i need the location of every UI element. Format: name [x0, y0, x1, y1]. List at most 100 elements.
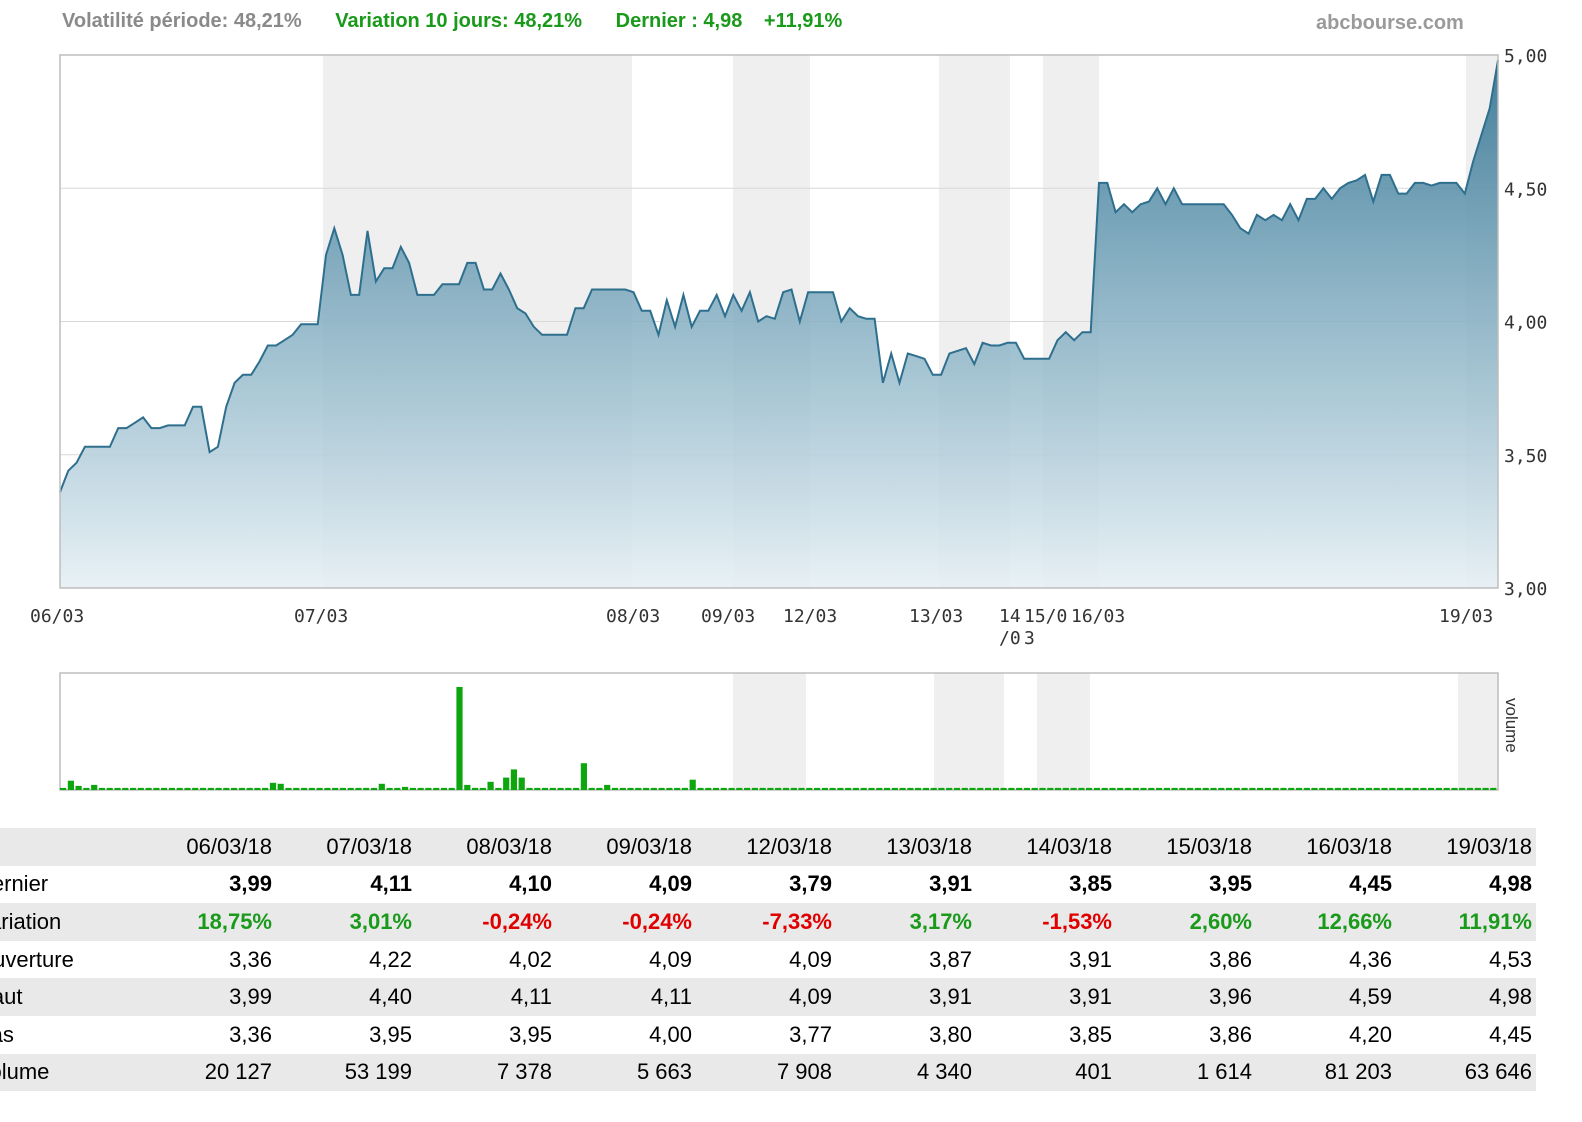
volume-bar: [611, 787, 619, 790]
volume-bar: [1264, 787, 1271, 790]
table-cell: 4,40: [276, 978, 416, 1016]
x-tick-label: 13/03: [909, 606, 963, 627]
x-tick-label: 14/0: [999, 606, 1021, 649]
date-header: 13/03/18: [836, 828, 976, 866]
volume-bar: [510, 769, 517, 790]
volume-bar: [666, 787, 673, 790]
table-cell: 3,36: [229, 1021, 272, 1047]
volume-bar: [215, 787, 222, 790]
volume-bar: [98, 787, 106, 790]
table-cell: -0,24%: [416, 903, 556, 941]
table-cell: 3,91: [1069, 946, 1112, 972]
table-cell: 4,11: [556, 978, 696, 1016]
volume-bar: [1124, 787, 1132, 790]
volume-bar: [1187, 787, 1194, 790]
table-cell: 63 646: [1396, 1053, 1536, 1092]
row-label: Volume: [0, 1053, 136, 1092]
volume-bar: [977, 787, 984, 790]
volume-bar: [1397, 787, 1404, 790]
x-tick-label: 09/03: [701, 606, 755, 627]
table-cell: 4,45: [1489, 1021, 1532, 1047]
volume-bar: [1365, 787, 1373, 790]
volume-bar: [487, 781, 494, 790]
volume-bar: [106, 787, 113, 790]
table-cell: 4,00: [649, 1021, 692, 1047]
volume-bar: [1327, 787, 1334, 790]
table-cell: 3,96: [1116, 978, 1256, 1016]
session-band: [1037, 673, 1090, 790]
volume-bar: [1132, 787, 1139, 790]
volume-bar: [534, 787, 541, 790]
volume-bar: [549, 787, 556, 790]
table-cell: -1,53%: [976, 903, 1116, 941]
last-change-text: +11,91%: [763, 10, 843, 32]
volume-bar: [246, 787, 253, 790]
volume-bar: [324, 787, 331, 790]
volume-bar: [1428, 787, 1435, 790]
table-cell: 3,17%: [836, 903, 976, 941]
volume-bar: [262, 787, 269, 790]
table-cell: 401: [976, 1053, 1116, 1092]
volume-bar: [1078, 787, 1085, 790]
volume-bar: [627, 787, 634, 790]
x-tick-label: 12/03: [783, 606, 837, 627]
volume-bar: [946, 787, 953, 790]
volatility-text: Volatilité période: 48,21%: [62, 10, 302, 32]
volume-bar: [1272, 787, 1279, 790]
volume-bar: [207, 787, 214, 790]
table-cell: 3,85: [1069, 1021, 1112, 1047]
date-header: 16/03/18: [1256, 828, 1396, 866]
x-tick-label: 08/03: [606, 606, 660, 627]
volume-bar: [767, 787, 774, 790]
volume-bar: [199, 787, 207, 790]
volume-bar: [409, 787, 416, 790]
volume-bar: [588, 787, 595, 790]
volume-bar: [75, 785, 82, 790]
table-header-row: 06/03/18 07/03/18 08/03/18 09/03/18 12/0…: [0, 828, 1536, 866]
volume-bar: [907, 787, 914, 790]
table-cell: 3,95: [369, 1021, 412, 1047]
volume-bar: [448, 787, 455, 790]
volume-bar: [565, 787, 572, 790]
volume-bar: [316, 787, 323, 790]
table-cell: 4,02: [509, 946, 552, 972]
volume-bar: [930, 787, 937, 790]
volume-bar: [1342, 787, 1349, 790]
volume-bar: [1054, 787, 1062, 790]
volume-bar: [425, 787, 432, 790]
price-chart: 3,00 3,50 4,00 4,50 5,00 06/03 07/03 08/03 09/03…: [30, 46, 1547, 649]
table-row: Variation18,75%3,01%-0,24%-0,24%-7,33%3,…: [0, 903, 1536, 941]
volume-bar: [1319, 787, 1326, 790]
table-cell: 5 663: [556, 1053, 696, 1092]
volume-bar: [223, 787, 230, 790]
volume-bar: [1295, 787, 1303, 790]
volume-bar: [402, 786, 409, 790]
volume-bar: [674, 787, 681, 790]
volume-bar: [83, 787, 90, 790]
table-cell: 4 340: [836, 1053, 976, 1092]
volume-bar: [122, 787, 129, 790]
table-cell: 3,99: [136, 978, 276, 1016]
volume-bar: [798, 787, 805, 790]
volume-bar: [837, 787, 844, 790]
volume-bar: [1179, 787, 1186, 790]
table-cell: -7,33%: [696, 903, 836, 941]
session-band: [934, 673, 1004, 790]
volume-bar: [643, 787, 650, 790]
volume-bar: [130, 787, 137, 790]
table-cell: 3,77: [789, 1021, 832, 1047]
volume-bar: [845, 787, 852, 790]
volume-bar: [635, 787, 642, 790]
table-cell: 3,80: [929, 1021, 972, 1047]
volume-bar: [1280, 787, 1287, 790]
volume-bar: [1039, 787, 1046, 790]
table-cell: 3,79: [789, 871, 832, 897]
volume-bar: [573, 787, 580, 790]
table-cell: 3,87: [929, 946, 972, 972]
volume-bar: [503, 777, 510, 790]
table-cell: 4,11: [370, 871, 412, 897]
volume-bar: [1047, 787, 1054, 790]
table-row: Ouverture 3,36 4,22 4,02 4,09 4,09 3,87 3,91 3,8…: [0, 941, 1536, 979]
volume-bar: [883, 787, 891, 790]
volume-bar: [1490, 787, 1497, 790]
